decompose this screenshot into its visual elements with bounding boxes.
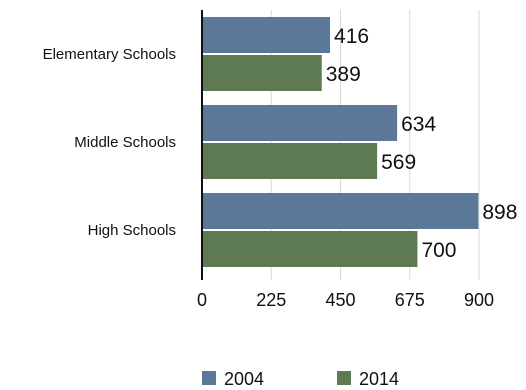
legend-label-2004: 2004: [224, 369, 264, 389]
category-label-1: Middle Schools: [74, 134, 176, 151]
data-label-2-1: 700: [421, 239, 456, 262]
data-labels-group: 416 389 634 569 898 700: [326, 25, 518, 262]
legend-swatch-2004: [202, 371, 216, 385]
x-tick-label-675: 675: [395, 290, 425, 310]
bars-group: [202, 17, 479, 267]
bar-2-0: [202, 193, 479, 229]
category-labels-group: Elementary Schools Middle Schools High Sch…: [43, 46, 176, 239]
data-label-1-0: 634: [401, 113, 436, 136]
legend: 2004 2014: [202, 369, 399, 389]
category-label-2: High Schools: [88, 222, 176, 239]
x-tick-label-225: 225: [256, 290, 286, 310]
x-tick-label-450: 450: [325, 290, 355, 310]
bar-0-0: [202, 17, 331, 53]
data-label-1-1: 569: [381, 151, 416, 174]
legend-label-2014: 2014: [359, 369, 399, 389]
category-label-0: Elementary Schools: [43, 46, 176, 63]
data-label-0-0: 416: [334, 25, 369, 48]
bar-2-1: [202, 231, 418, 267]
data-label-2-0: 898: [482, 201, 517, 224]
x-tick-labels-group: 0 225 450 675 900: [197, 290, 494, 310]
x-tick-label-0: 0: [197, 290, 207, 310]
x-tick-label-900: 900: [464, 290, 494, 310]
data-label-0-1: 389: [326, 63, 361, 86]
bar-0-1: [202, 55, 322, 91]
bar-1-1: [202, 143, 378, 179]
legend-swatch-2014: [337, 371, 351, 385]
bar-1-0: [202, 105, 398, 141]
